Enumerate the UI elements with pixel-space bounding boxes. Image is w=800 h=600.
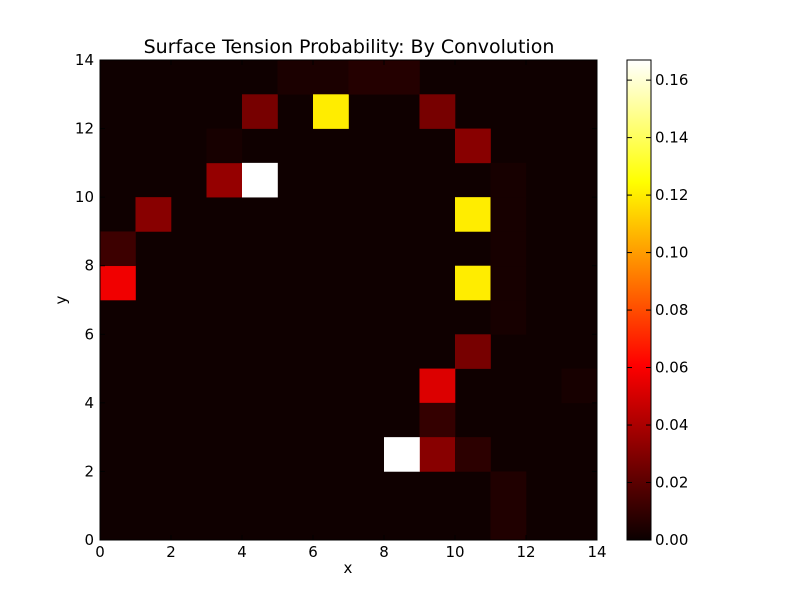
y-tick-label: 14: [75, 51, 94, 69]
colorbar-tick-label: 0.16: [655, 71, 688, 89]
heatmap-cell: [419, 94, 456, 129]
colorbar-tick-label: 0.10: [655, 244, 688, 262]
x-tick-label: 8: [379, 543, 389, 561]
heatmap-cell: [455, 334, 491, 369]
heatmap-cell: [100, 265, 136, 301]
heatmap-cell: [490, 231, 527, 267]
heatmap-cell: [455, 437, 491, 472]
heatmap-cell: [313, 94, 349, 129]
heatmap-cell: [277, 60, 314, 95]
heatmap-cell: [242, 94, 278, 129]
x-tick-label: 0: [95, 543, 105, 561]
heatmap-cell: [490, 162, 527, 198]
colorbar-tick-label: 0.06: [655, 359, 688, 377]
x-tick-label: 2: [166, 543, 176, 561]
y-axis-label: y: [52, 295, 70, 304]
y-tick-label: 10: [75, 188, 94, 206]
y-tick-label: 0: [84, 531, 94, 549]
colorbar-tick-label: 0.02: [655, 474, 688, 492]
x-tick-label: 12: [516, 543, 535, 561]
plot-frame: [99, 59, 598, 541]
heatmap-cell: [561, 368, 598, 404]
x-tick-label: 4: [237, 543, 247, 561]
heatmap-cell: [384, 437, 420, 472]
heatmap-cell: [490, 300, 527, 335]
heatmap-cell: [490, 471, 527, 507]
heatmap-cell: [135, 197, 172, 232]
colorbar-frame: [626, 59, 652, 541]
heatmap-cell: [490, 197, 527, 232]
chart-title: Surface Tension Probability: By Convolut…: [144, 36, 555, 58]
y-tick-label: 12: [75, 120, 94, 138]
x-tick-label: 10: [445, 543, 464, 561]
colorbar-tick-label: 0.12: [655, 186, 688, 204]
x-axis-label: x: [344, 559, 353, 577]
heatmap-cell: [313, 60, 349, 95]
colorbar-tick-label: 0.08: [655, 301, 688, 319]
colorbar: 0.00 0.02 0.04 0.06 0.08 0.10 0.12 0.14 0.16: [626, 59, 688, 549]
heatmap-cell: [384, 60, 420, 95]
heatmap-cell: [490, 265, 527, 301]
heatmap-cell: [455, 265, 491, 301]
heatmap-cell: [206, 128, 243, 164]
heatmap-cell: [490, 505, 527, 541]
colorbar-gradient: [627, 60, 651, 540]
colorbar-tick-label: 0.04: [655, 416, 688, 434]
colorbar-tick-label: 0.14: [655, 129, 688, 147]
y-tick-label: 8: [84, 257, 94, 275]
heatmap-cell: [348, 60, 385, 95]
y-tick-label: 2: [84, 462, 94, 480]
heatmap-cell: [455, 128, 491, 164]
heatmap-cell: [206, 162, 243, 198]
heatmap-cell: [419, 368, 456, 404]
y-tick-label: 6: [84, 325, 94, 343]
heatmap-cell: [100, 231, 136, 267]
plot-area: 0 2 4 6 8 10 12 14 0 2 4 6 8 10 12 14: [75, 51, 607, 561]
heatmap-cell: [242, 162, 278, 198]
heatmap-cell: [419, 437, 456, 472]
x-tick-label: 14: [587, 543, 606, 561]
heatmap-cell: [455, 197, 491, 232]
y-tick-label: 4: [84, 394, 94, 412]
x-tick-label: 6: [308, 543, 318, 561]
heatmap-cell: [419, 402, 456, 438]
colorbar-tick-label: 0.00: [655, 531, 688, 549]
